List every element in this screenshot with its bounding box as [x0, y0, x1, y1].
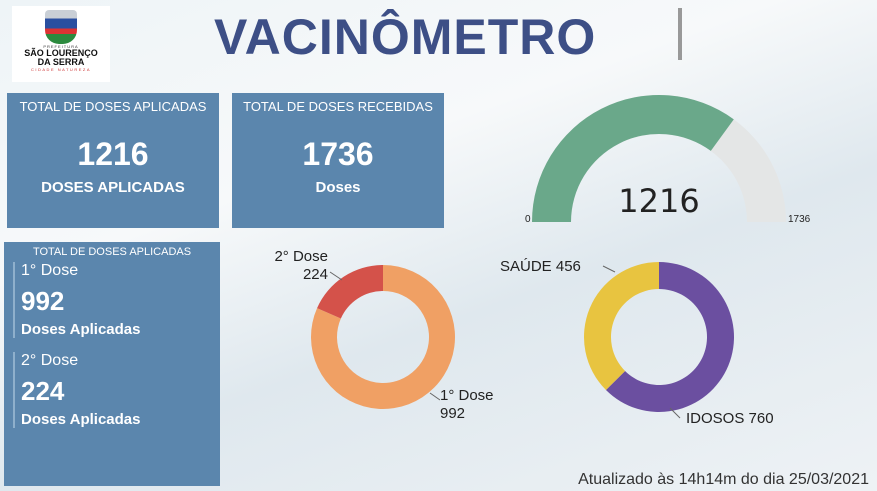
dose-subtitle: Doses Aplicadas: [21, 321, 141, 338]
card-subtitle: DOSES APLICADAS: [41, 179, 185, 196]
donut-slice-2-dose: [317, 265, 383, 319]
card-header: TOTAL DE DOSES APLICADAS: [19, 99, 207, 114]
card-value: 1736: [302, 136, 374, 172]
gauge-fill: [532, 94, 734, 222]
leader-line: [429, 392, 441, 401]
card-dose-breakdown: TOTAL DE DOSES APLICADAS 1° Dose 992 Dos…: [4, 242, 220, 486]
card-header: TOTAL DE DOSES RECEBIDAS: [243, 99, 433, 114]
dose-group: 2° Dose 224 Doses Aplicadas: [13, 352, 220, 428]
page-title: VACINÔMETRO: [214, 9, 597, 65]
label-2nd-dose: 2° Dose 224: [258, 248, 328, 284]
updated-timestamp: Atualizado às 14h14m do dia 25/03/2021: [578, 471, 869, 488]
gauge-min: 0: [525, 214, 531, 225]
gauge-value: 1216: [618, 182, 699, 220]
card-value: 1216: [77, 136, 149, 172]
divider: [678, 8, 682, 60]
dose-label: 1° Dose: [21, 262, 79, 279]
logo-text: SÃO LOURENÇO: [24, 48, 98, 58]
label-idosos: IDOSOS 760: [686, 410, 774, 427]
logo: PREFEITURA SÃO LOURENÇO DA SERRA CIDADE …: [12, 6, 110, 82]
label-text: 1° Dose: [440, 387, 494, 404]
label-saude: SAÚDE 456: [500, 258, 581, 275]
dose-value: 992: [21, 286, 65, 316]
dose-group: 1° Dose 992 Doses Aplicadas: [13, 262, 220, 338]
leader-line: [602, 265, 616, 273]
card-total-applied: TOTAL DE DOSES APLICADAS 1216 DOSES APLI…: [7, 93, 219, 228]
dose-label: 2° Dose: [21, 352, 79, 369]
label-value: 224: [302, 266, 328, 283]
coat-of-arms-icon: [45, 10, 77, 44]
leader-line: [329, 271, 343, 281]
card-header: TOTAL DE DOSES APLICADAS: [32, 246, 192, 258]
logo-text: CIDADE NATUREZA: [31, 67, 91, 72]
gauge-max: 1736: [788, 214, 811, 225]
donut-slice-idosos: [605, 262, 734, 412]
logo-text: DA SERRA: [37, 57, 85, 67]
donut-slice-1-dose: [311, 265, 455, 409]
card-subtitle: Doses: [315, 179, 361, 196]
label-1st-dose: 1° Dose 992: [440, 387, 494, 423]
label-text: 2° Dose: [274, 248, 328, 265]
card-total-received: TOTAL DE DOSES RECEBIDAS 1736 Doses: [232, 93, 444, 228]
dose-subtitle: Doses Aplicadas: [21, 411, 141, 428]
leader-line: [669, 407, 681, 419]
donut-slice-sa-de: [583, 262, 659, 391]
logo-text: PREFEITURA: [43, 44, 79, 49]
dose-value: 224: [21, 376, 65, 406]
label-value: 992: [440, 405, 466, 422]
